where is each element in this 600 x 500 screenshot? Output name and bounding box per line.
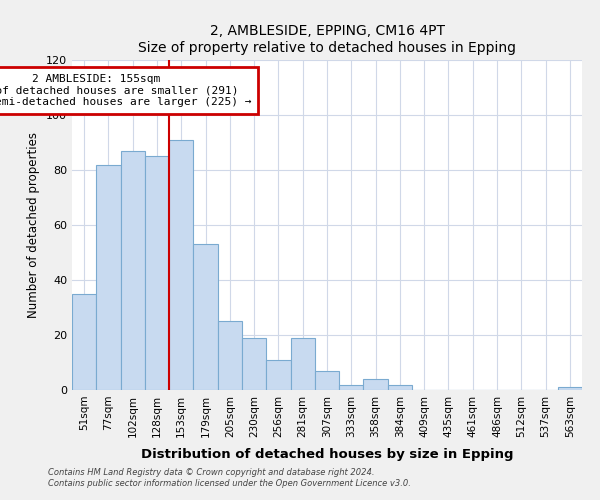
Text: 2 AMBLESIDE: 155sqm
← 56% of detached houses are smaller (291)
44% of semi-detac: 2 AMBLESIDE: 155sqm ← 56% of detached ho…	[0, 74, 251, 107]
Bar	[290, 338, 315, 390]
Bar	[266, 360, 290, 390]
Bar	[558, 387, 582, 390]
X-axis label: Distribution of detached houses by size in Epping: Distribution of detached houses by size …	[141, 448, 513, 461]
Bar	[193, 244, 218, 390]
Bar	[96, 164, 121, 390]
Bar	[218, 322, 242, 390]
Title: 2, AMBLESIDE, EPPING, CM16 4PT
Size of property relative to detached houses in E: 2, AMBLESIDE, EPPING, CM16 4PT Size of p…	[138, 24, 516, 54]
Bar	[339, 384, 364, 390]
Bar	[121, 151, 145, 390]
Bar	[169, 140, 193, 390]
Y-axis label: Number of detached properties: Number of detached properties	[28, 132, 40, 318]
Bar	[388, 384, 412, 390]
Bar	[364, 379, 388, 390]
Bar	[315, 371, 339, 390]
Bar	[72, 294, 96, 390]
Text: Contains HM Land Registry data © Crown copyright and database right 2024.
Contai: Contains HM Land Registry data © Crown c…	[48, 468, 411, 487]
Bar	[145, 156, 169, 390]
Bar	[242, 338, 266, 390]
